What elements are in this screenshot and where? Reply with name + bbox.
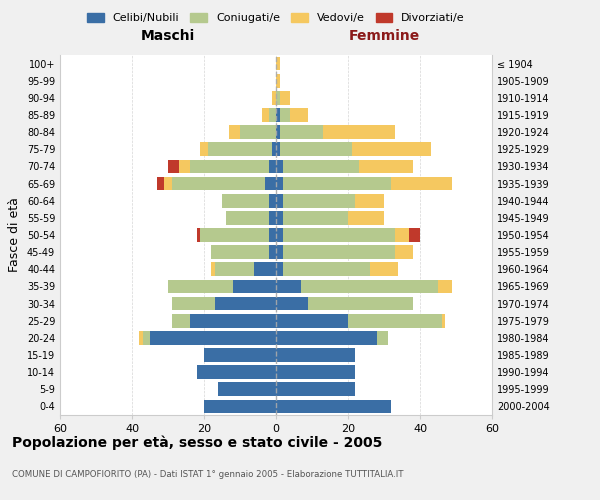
Bar xyxy=(204,400,276,413)
Bar xyxy=(276,74,280,88)
Bar xyxy=(323,126,395,139)
Bar xyxy=(269,108,276,122)
Bar xyxy=(352,142,431,156)
Bar xyxy=(276,91,280,104)
Bar xyxy=(409,228,420,242)
Bar xyxy=(276,280,301,293)
Bar xyxy=(229,126,240,139)
Bar xyxy=(395,246,413,259)
Bar xyxy=(276,246,283,259)
Bar xyxy=(283,228,395,242)
Bar xyxy=(391,176,452,190)
Bar xyxy=(204,348,276,362)
Bar xyxy=(283,176,391,190)
Bar xyxy=(272,142,276,156)
Bar xyxy=(269,194,276,207)
Bar xyxy=(280,108,290,122)
Bar xyxy=(168,160,179,173)
Bar xyxy=(197,366,276,379)
Bar xyxy=(233,280,276,293)
Y-axis label: Fasce di età: Fasce di età xyxy=(8,198,21,272)
Bar xyxy=(197,228,200,242)
Bar xyxy=(190,160,269,173)
Bar xyxy=(438,280,452,293)
Bar xyxy=(283,262,370,276)
Bar xyxy=(276,211,283,224)
Bar xyxy=(276,160,283,173)
Bar xyxy=(218,382,276,396)
Bar xyxy=(262,108,269,122)
Bar xyxy=(254,262,276,276)
Bar xyxy=(276,228,283,242)
Bar xyxy=(168,280,233,293)
Bar xyxy=(139,331,143,344)
Text: Maschi: Maschi xyxy=(141,29,195,43)
Bar xyxy=(276,296,308,310)
Bar xyxy=(143,331,150,344)
Bar xyxy=(359,160,413,173)
Bar xyxy=(269,160,276,173)
Bar xyxy=(179,160,190,173)
Bar xyxy=(283,160,359,173)
Bar xyxy=(222,194,269,207)
Bar xyxy=(276,262,283,276)
Bar xyxy=(276,314,348,328)
Bar xyxy=(150,331,276,344)
Bar xyxy=(276,126,280,139)
Bar xyxy=(172,176,265,190)
Bar xyxy=(269,246,276,259)
Bar xyxy=(226,211,269,224)
Bar xyxy=(269,228,276,242)
Bar xyxy=(276,348,355,362)
Bar xyxy=(276,331,377,344)
Bar xyxy=(276,194,283,207)
Bar xyxy=(276,108,280,122)
Bar xyxy=(200,142,208,156)
Bar xyxy=(283,246,395,259)
Text: Popolazione per età, sesso e stato civile - 2005: Popolazione per età, sesso e stato civil… xyxy=(12,435,382,450)
Bar xyxy=(276,142,280,156)
Bar xyxy=(280,91,290,104)
Bar xyxy=(377,331,388,344)
Bar xyxy=(283,194,355,207)
Bar xyxy=(280,142,352,156)
Bar xyxy=(172,296,215,310)
Bar xyxy=(276,400,391,413)
Bar xyxy=(283,211,348,224)
Legend: Celibi/Nubili, Coniugati/e, Vedovi/e, Divorziati/e: Celibi/Nubili, Coniugati/e, Vedovi/e, Di… xyxy=(83,8,469,28)
Bar xyxy=(276,366,355,379)
Bar xyxy=(215,262,254,276)
Bar xyxy=(211,246,269,259)
Text: COMUNE DI CAMPOFIORITO (PA) - Dati ISTAT 1° gennaio 2005 - Elaborazione TUTTITAL: COMUNE DI CAMPOFIORITO (PA) - Dati ISTAT… xyxy=(12,470,404,479)
Bar xyxy=(272,91,276,104)
Bar xyxy=(348,314,442,328)
Bar xyxy=(290,108,308,122)
Bar xyxy=(280,126,323,139)
Bar xyxy=(442,314,445,328)
Bar xyxy=(348,211,384,224)
Bar xyxy=(190,314,276,328)
Bar xyxy=(200,228,269,242)
Bar xyxy=(211,262,215,276)
Bar xyxy=(157,176,164,190)
Bar xyxy=(215,296,276,310)
Bar xyxy=(276,56,280,70)
Bar xyxy=(276,382,355,396)
Bar xyxy=(164,176,172,190)
Bar xyxy=(208,142,272,156)
Bar xyxy=(370,262,398,276)
Bar xyxy=(276,176,283,190)
Bar xyxy=(395,228,409,242)
Bar xyxy=(301,280,438,293)
Bar xyxy=(355,194,384,207)
Bar xyxy=(265,176,276,190)
Bar xyxy=(269,211,276,224)
Bar xyxy=(308,296,413,310)
Bar xyxy=(172,314,190,328)
Bar xyxy=(240,126,276,139)
Text: Femmine: Femmine xyxy=(349,29,419,43)
